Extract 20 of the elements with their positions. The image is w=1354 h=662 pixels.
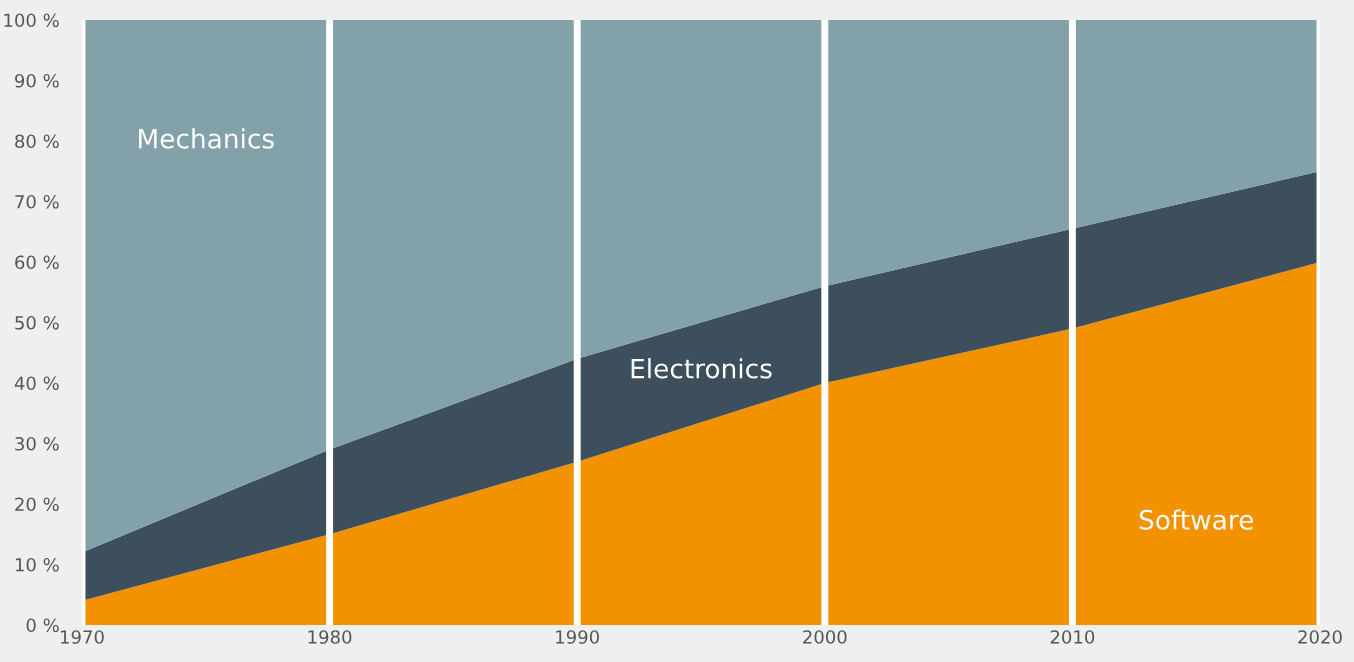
x-tick-label: 1980 — [308, 630, 352, 644]
series-label: Software — [1139, 509, 1253, 530]
y-tick-label: 80 % — [15, 134, 59, 149]
y-tick-label: 50 % — [15, 315, 59, 330]
y-tick-label: 20 % — [15, 497, 59, 512]
series-label: Mechanics — [139, 128, 274, 149]
y-tick-label: 40 % — [14, 376, 59, 391]
x-tick-label: 1990 — [556, 630, 599, 644]
y-tick-label: 70 % — [15, 194, 59, 209]
y-tick-label: 90 % — [15, 73, 59, 88]
y-tick-label: 100 % — [4, 13, 59, 28]
y-tick-label: 60 % — [15, 255, 59, 270]
x-tick-label: 1970 — [61, 630, 104, 644]
y-tick-label: 10 % — [15, 557, 59, 572]
series-label: Electronics — [631, 358, 772, 379]
x-tick-label: 2020 — [1298, 630, 1342, 644]
x-tick-label: 2000 — [803, 630, 847, 644]
y-tick-label: 30 % — [15, 436, 59, 451]
x-tick-label: 2010 — [1050, 630, 1095, 644]
y-tick-label: 0 % — [26, 618, 59, 633]
